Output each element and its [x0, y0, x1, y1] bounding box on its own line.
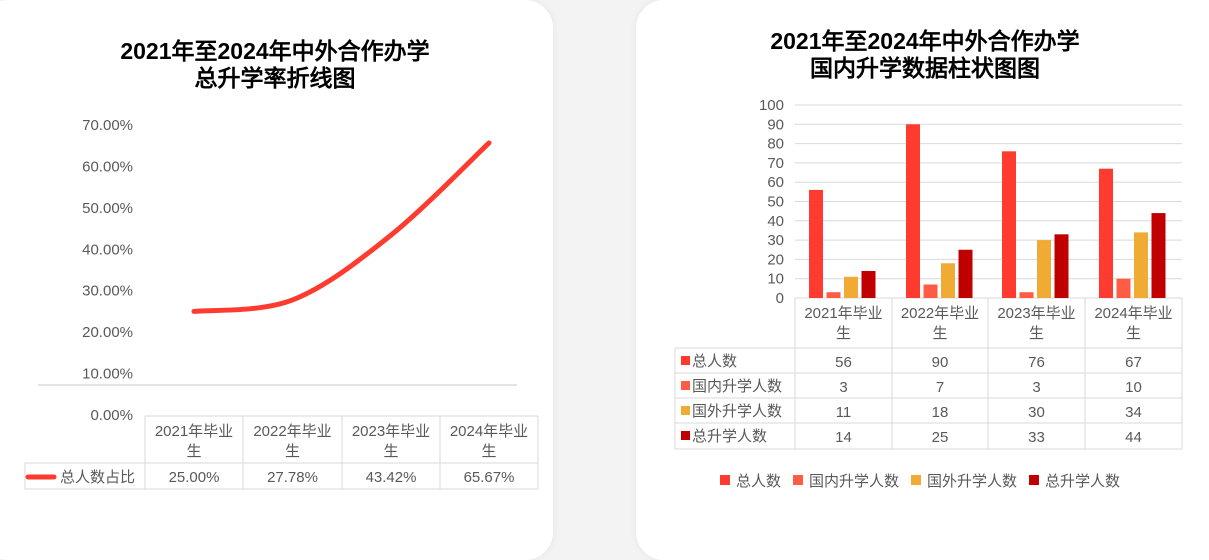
bar	[1151, 213, 1166, 298]
category-label: 生	[1029, 325, 1044, 342]
legend-label: 总升学人数	[1045, 473, 1120, 490]
bar	[1099, 168, 1113, 298]
line-chart-card	[0, 0, 553, 560]
line-chart-title: 2021年至2024年中外合作办学 总升学率折线图	[40, 38, 510, 92]
y-tick-label: 70.00%	[82, 117, 133, 134]
data-table-value: 76	[1028, 354, 1045, 371]
y-tick-label: 0	[776, 290, 784, 307]
data-table-value: 10	[1125, 379, 1142, 396]
category-label: 2024年毕业	[450, 423, 528, 440]
bar-chart-title: 2021年至2024年中外合作办学 国内升学数据柱状图图	[690, 28, 1160, 82]
category-label: 生	[932, 325, 947, 342]
category-label: 生	[1126, 325, 1141, 342]
y-tick-label: 60	[767, 174, 784, 191]
bar	[958, 249, 973, 298]
data-table-value: 7	[936, 379, 944, 396]
bar	[1002, 151, 1016, 298]
category-label: 2024年毕业	[1094, 305, 1172, 322]
category-label: 生	[285, 443, 300, 460]
legend-key	[681, 356, 690, 365]
category-label: 2023年毕业	[352, 423, 430, 440]
bar	[1134, 232, 1148, 298]
legend-key	[1029, 475, 1039, 485]
data-table-value: 3	[839, 379, 847, 396]
legend-key	[681, 381, 690, 390]
bar	[1054, 234, 1069, 298]
charts-svg: 0.00% 10.00% 20.00% 30.00% 40.00% 50.00% 60.00…	[24, 97, 1183, 490]
bar	[941, 263, 955, 298]
bar	[923, 284, 938, 298]
legend-label: 国内升学人数	[809, 473, 899, 490]
y-tick-label: 100	[759, 97, 784, 114]
y-tick-label: 50	[767, 194, 784, 211]
bar	[1037, 240, 1051, 298]
legend-key	[911, 475, 921, 485]
bar	[906, 124, 920, 298]
bar	[1019, 292, 1034, 298]
legend-key	[793, 475, 803, 485]
data-table-value: 67	[1125, 354, 1142, 371]
title-line: 总升学率折线图	[194, 65, 356, 91]
bar	[1116, 278, 1131, 298]
title-line: 国内升学数据柱状图图	[810, 55, 1040, 81]
y-tick-label: 20	[767, 251, 784, 268]
data-table-value: 18	[932, 404, 949, 421]
bar	[826, 292, 841, 298]
y-tick-label: 80	[767, 136, 784, 153]
data-table-value: 33	[1028, 429, 1045, 446]
data-table-value: 56	[835, 354, 852, 371]
category-label: 2022年毕业	[253, 423, 331, 440]
y-tick-label: 10	[767, 271, 784, 288]
data-table-value: 34	[1125, 404, 1142, 421]
y-tick-label: 90	[767, 116, 784, 133]
data-table-value: 11	[836, 404, 852, 421]
series-name: 总人数	[692, 353, 737, 370]
y-tick-label: 30.00%	[82, 283, 133, 300]
category-label: 生	[186, 443, 201, 460]
y-tick-label: 40	[767, 213, 784, 230]
bar	[809, 189, 823, 298]
title-line: 2021年至2024年中外合作办学	[120, 38, 430, 64]
category-label: 生	[481, 443, 496, 460]
data-table-value: 14	[835, 429, 852, 446]
legend-label: 国外升学人数	[927, 473, 1017, 490]
series-name: 总人数占比	[60, 469, 135, 486]
y-tick-label: 0.00%	[90, 407, 133, 424]
series-name: 国内升学人数	[692, 378, 782, 395]
data-table-value: 65.67%	[464, 469, 515, 486]
data-table-value: 27.78%	[267, 469, 318, 486]
data-table-value: 3	[1032, 379, 1040, 396]
bar-chart-card	[636, 0, 1209, 560]
data-table-value: 25	[932, 429, 949, 446]
y-tick-label: 60.00%	[82, 158, 133, 175]
legend-key	[720, 475, 730, 485]
category-label: 2022年毕业	[901, 305, 979, 322]
series-line	[191, 140, 492, 314]
category-label: 2021年毕业	[804, 305, 882, 322]
y-tick-label: 10.00%	[82, 366, 133, 383]
legend-label: 总人数	[736, 473, 781, 490]
bar	[844, 276, 858, 298]
category-label: 生	[383, 443, 398, 460]
bar	[861, 270, 876, 298]
y-tick-label: 70	[767, 155, 784, 172]
data-table-value: 30	[1028, 404, 1045, 421]
y-tick-label: 40.00%	[82, 241, 133, 258]
data-table-value: 90	[932, 354, 949, 371]
category-label: 2021年毕业	[155, 423, 233, 440]
data-table-value: 25.00%	[169, 469, 220, 486]
y-tick-label: 20.00%	[82, 324, 133, 341]
series-name: 国外升学人数	[692, 403, 782, 420]
data-table-value: 44	[1125, 429, 1142, 446]
title-line: 2021年至2024年中外合作办学	[770, 28, 1080, 54]
y-tick-label: 50.00%	[82, 200, 133, 217]
category-label: 2023年毕业	[997, 305, 1075, 322]
legend-key	[681, 431, 690, 440]
y-tick-label: 30	[767, 232, 784, 249]
legend-key	[681, 406, 690, 415]
data-table-value: 43.42%	[366, 469, 417, 486]
category-label: 生	[836, 325, 851, 342]
series-name: 总升学人数	[692, 428, 767, 445]
